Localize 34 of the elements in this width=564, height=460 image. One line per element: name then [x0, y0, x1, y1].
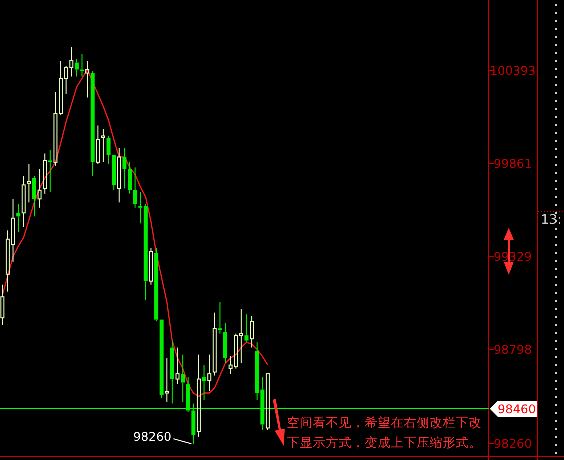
- candlestick: [170, 340, 174, 404]
- y-tick-label: 98260: [494, 436, 532, 451]
- candlestick: [202, 364, 206, 401]
- candlestick: [165, 358, 170, 403]
- candlestick: [181, 354, 186, 403]
- candlestick: [117, 148, 122, 204]
- y-tick-label: 100393: [490, 64, 536, 78]
- y-tick-label: 99861: [494, 157, 532, 172]
- candlestick: [133, 167, 138, 208]
- candlestick: [48, 150, 52, 193]
- candlestick: [122, 148, 127, 190]
- candlestick: [224, 322, 228, 364]
- annotation: 98260: [133, 430, 172, 444]
- candlestick: [0, 284, 5, 326]
- candlestick: [192, 403, 196, 444]
- line-series: [2, 69, 269, 398]
- candlestick: [196, 354, 201, 438]
- y-tick-label: 98798: [494, 342, 532, 357]
- candlestick: [86, 60, 90, 98]
- candlestick: [218, 302, 222, 334]
- ref-line-label: 98460: [498, 402, 536, 417]
- candlestick: [90, 71, 95, 177]
- candlestick: [74, 58, 79, 78]
- candlestick: [27, 164, 32, 204]
- ref-line-label: 98460: [490, 401, 537, 417]
- candlestick: [43, 153, 48, 194]
- candlestick: [22, 176, 26, 228]
- candlestick: [208, 354, 212, 392]
- candlestick: [128, 162, 132, 194]
- candlestick: [106, 136, 111, 165]
- annotation: 空间看不见，希望在右侧改栏下改下显示方式，变成上下压缩形式。: [287, 414, 483, 452]
- candlestick: [16, 204, 21, 233]
- candlestick: [38, 168, 42, 208]
- candlestick: [101, 128, 106, 163]
